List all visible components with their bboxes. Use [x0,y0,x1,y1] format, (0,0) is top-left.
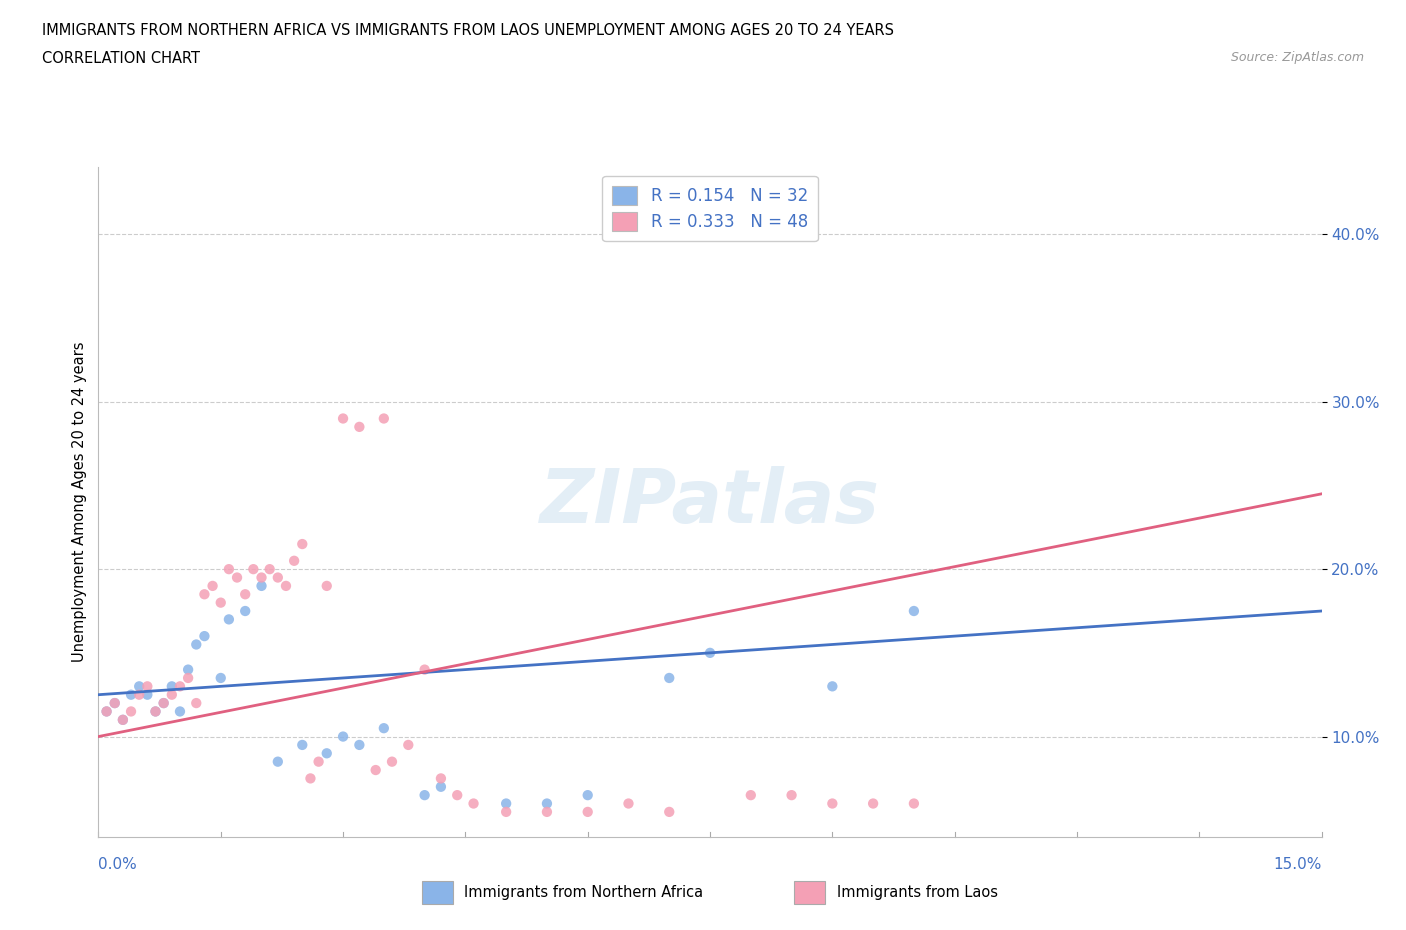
Point [218,612,240,627]
Text: 0.0%: 0.0% [98,857,138,872]
Point [96,704,118,719]
Point [413,662,436,677]
Point [903,604,925,618]
Point [291,737,314,752]
Point [274,578,297,593]
Point [699,645,721,660]
Point [373,721,395,736]
Point [658,671,681,685]
Point [177,671,200,685]
Point [821,679,844,694]
Legend: R = 0.154   N = 32, R = 0.333   N = 48: R = 0.154 N = 32, R = 0.333 N = 48 [602,176,818,241]
Point [430,771,453,786]
Point [250,570,273,585]
Text: IMMIGRANTS FROM NORTHERN AFRICA VS IMMIGRANTS FROM LAOS UNEMPLOYMENT AMONG AGES : IMMIGRANTS FROM NORTHERN AFRICA VS IMMIG… [42,23,894,38]
Point [111,712,134,727]
Point [104,696,127,711]
Point [283,553,305,568]
Point [186,637,208,652]
Point [201,578,224,593]
Point [218,562,240,577]
Point [576,788,599,803]
Text: ZIPatlas: ZIPatlas [540,466,880,538]
Point [332,411,354,426]
Point [177,662,200,677]
Point [315,578,337,593]
Point [267,570,290,585]
Point [658,804,681,819]
Text: 15.0%: 15.0% [1274,857,1322,872]
Point [104,696,127,711]
Point [145,704,167,719]
Point [186,696,208,711]
Point [226,570,249,585]
Point [862,796,884,811]
Point [536,804,558,819]
Point [128,687,150,702]
Text: Source: ZipAtlas.com: Source: ZipAtlas.com [1230,51,1364,64]
Point [145,704,167,719]
Point [193,629,215,644]
Point [169,704,191,719]
Point [373,411,395,426]
Point [780,788,803,803]
Point [209,595,232,610]
Point [349,419,371,434]
Point [463,796,485,811]
Text: CORRELATION CHART: CORRELATION CHART [42,51,200,66]
Point [259,562,281,577]
Point [576,804,599,819]
Point [308,754,330,769]
Point [111,712,134,727]
Point [536,796,558,811]
Point [193,587,215,602]
Point [209,671,232,685]
Point [446,788,468,803]
Point [903,796,925,811]
Point [364,763,387,777]
Point [128,679,150,694]
FancyBboxPatch shape [794,881,825,904]
Point [413,788,436,803]
Point [349,737,371,752]
Point [740,788,762,803]
Point [291,537,314,551]
Point [250,578,273,593]
Point [120,704,142,719]
Point [233,587,256,602]
Point [430,779,453,794]
Point [617,796,640,811]
Point [152,696,174,711]
Point [160,679,183,694]
Point [381,754,404,769]
Point [160,687,183,702]
Point [495,804,517,819]
Point [315,746,337,761]
Text: Immigrants from Laos: Immigrants from Laos [837,884,998,900]
Point [169,679,191,694]
Point [242,562,264,577]
Point [299,771,322,786]
Text: Immigrants from Northern Africa: Immigrants from Northern Africa [464,884,703,900]
Point [267,754,290,769]
FancyBboxPatch shape [422,881,453,904]
Point [136,687,159,702]
Point [120,687,142,702]
Point [233,604,256,618]
Point [96,704,118,719]
Point [821,796,844,811]
Point [332,729,354,744]
Point [152,696,174,711]
Point [136,679,159,694]
Point [495,796,517,811]
Point [396,737,419,752]
Y-axis label: Unemployment Among Ages 20 to 24 years: Unemployment Among Ages 20 to 24 years [72,342,87,662]
